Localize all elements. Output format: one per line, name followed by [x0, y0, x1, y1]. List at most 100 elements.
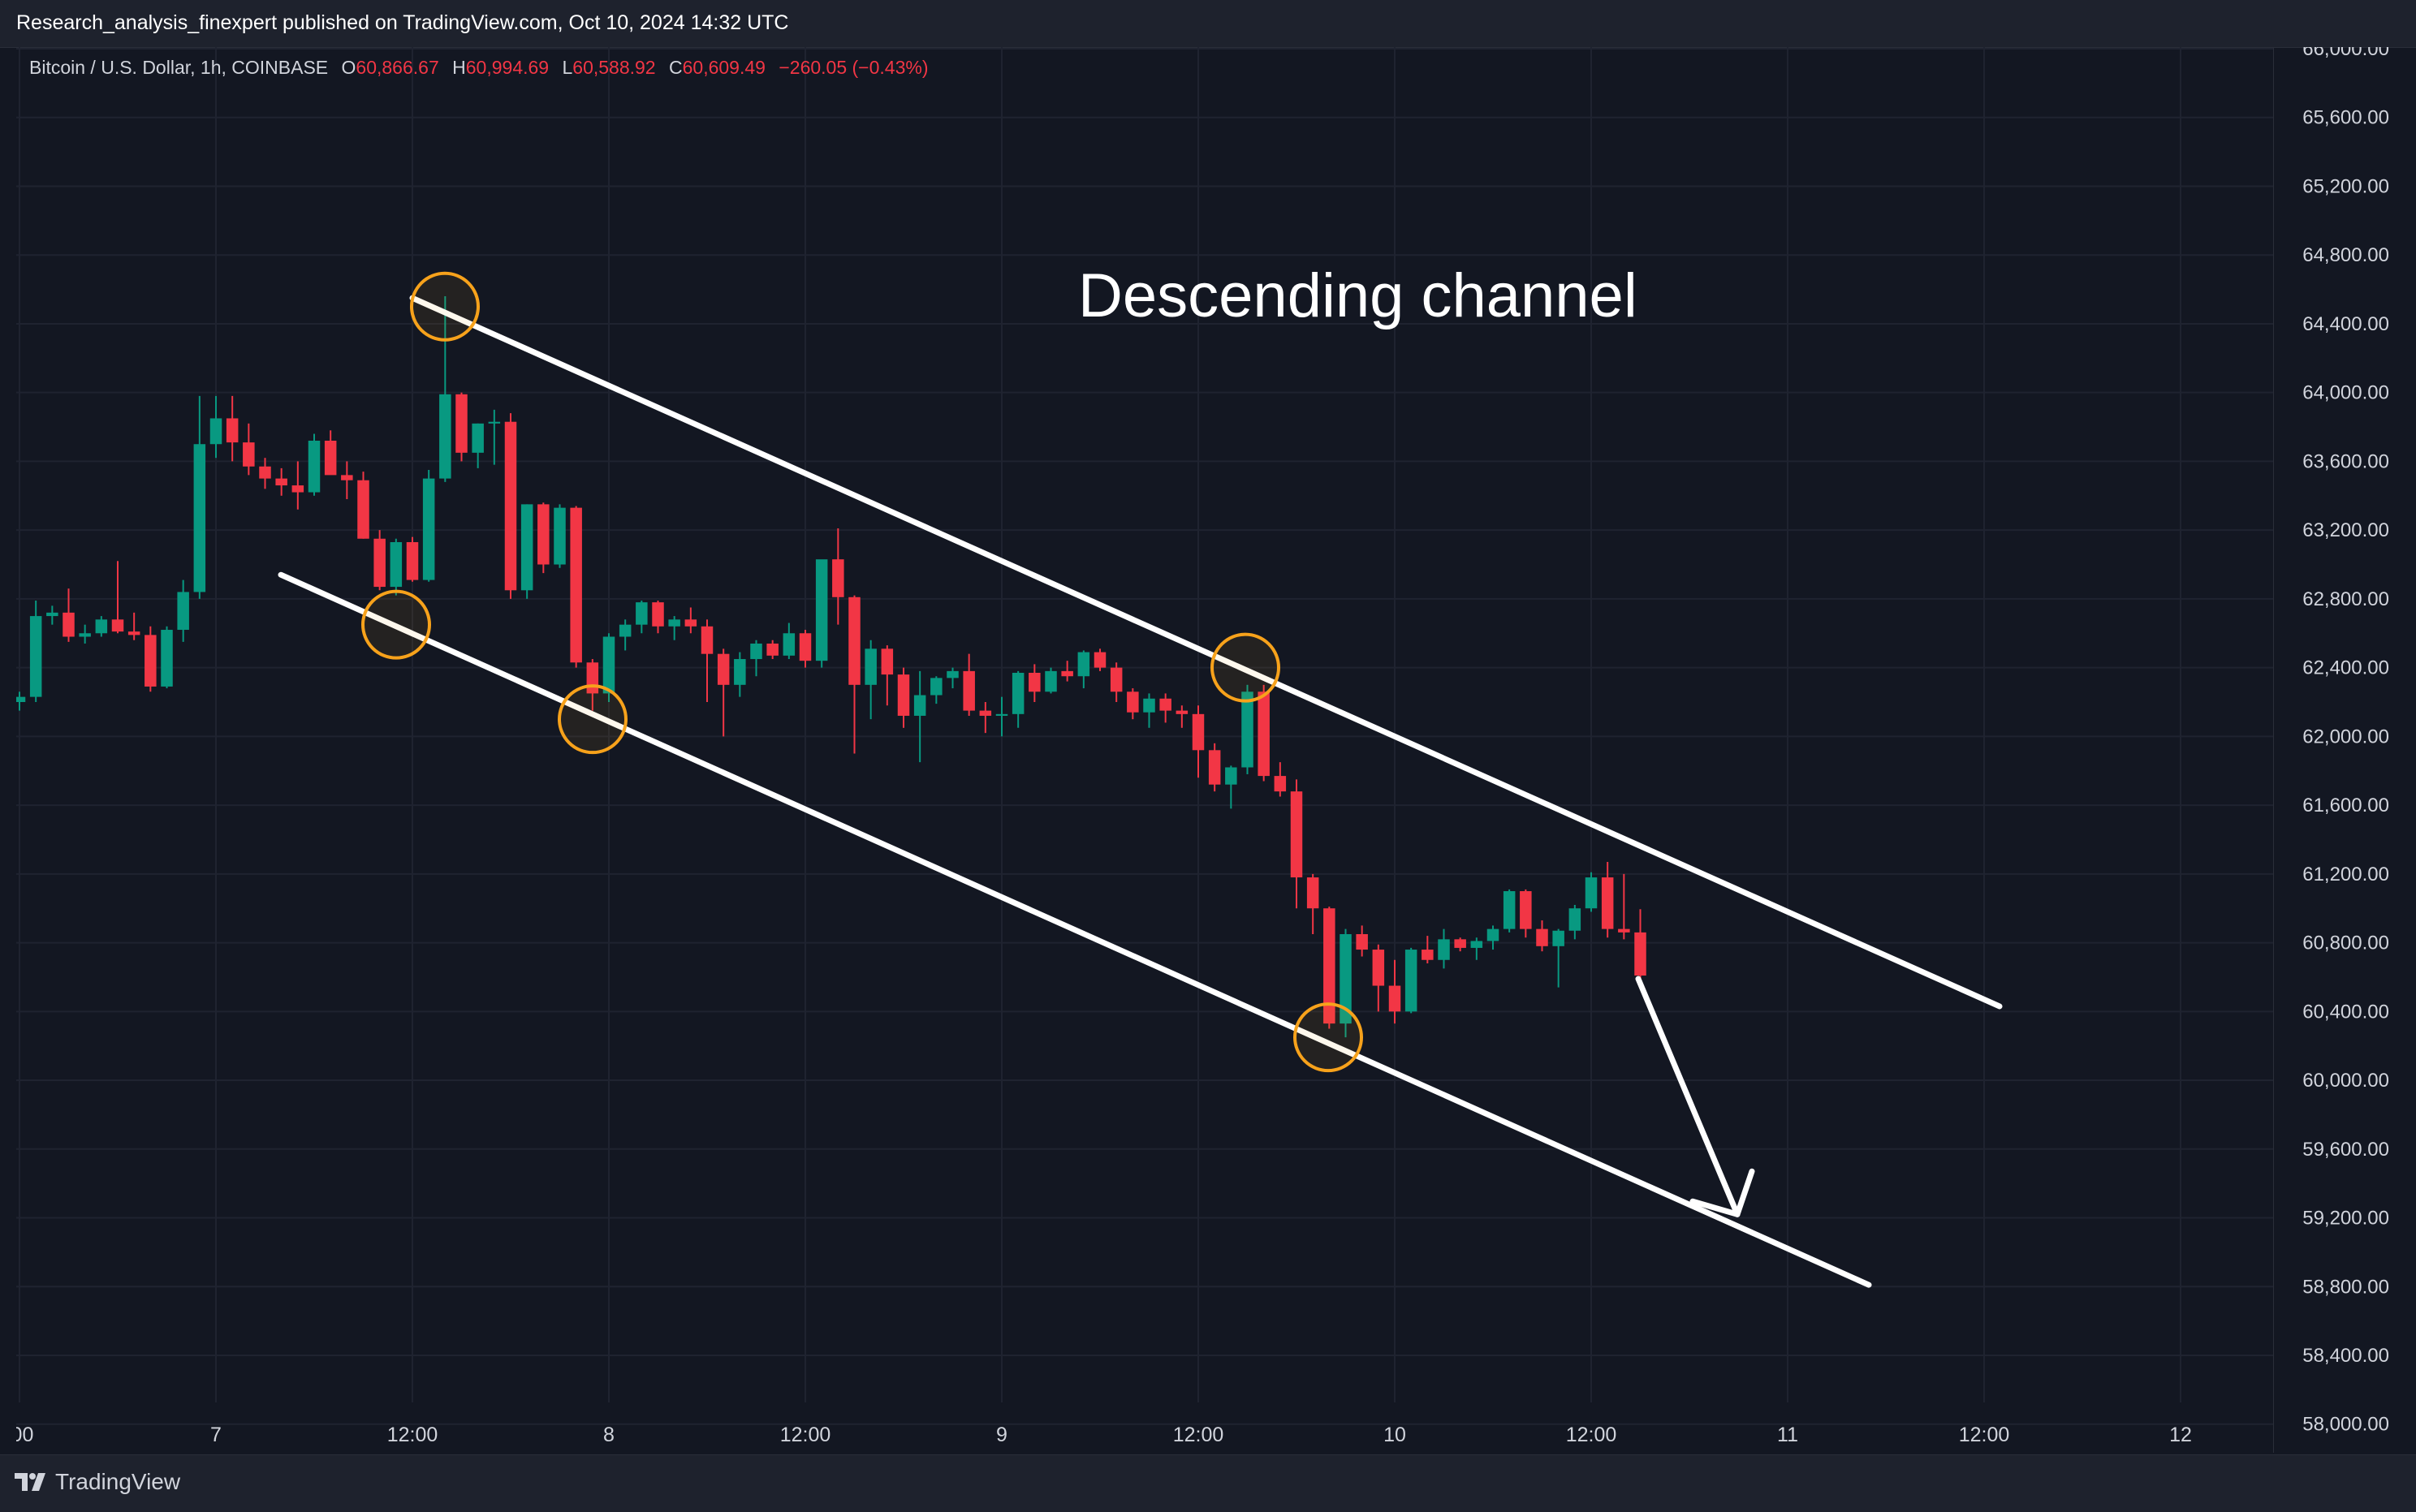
candle	[815, 559, 828, 668]
candle	[1192, 705, 1205, 778]
candle	[1486, 925, 1499, 950]
candle-body	[1290, 791, 1303, 878]
candle-body	[1306, 877, 1319, 909]
candle-body	[127, 631, 140, 635]
candle	[1110, 662, 1123, 702]
candle	[1356, 925, 1368, 957]
legend-low-label: L	[562, 57, 573, 78]
candle-body	[111, 619, 124, 632]
candle	[832, 528, 844, 625]
time-tick-label: 10	[1383, 1424, 1406, 1446]
candle	[161, 626, 173, 689]
candle	[46, 605, 58, 625]
candle	[111, 561, 124, 634]
price-tick-label: 58,800.00	[2302, 1276, 2389, 1298]
candle-body	[46, 612, 58, 617]
candle	[422, 470, 435, 582]
time-tick-label: 12	[2169, 1424, 2192, 1446]
candle	[472, 423, 484, 468]
candle-body	[799, 633, 812, 661]
candle-body	[1438, 939, 1450, 960]
candle	[193, 395, 206, 599]
candle-body	[439, 394, 451, 479]
candle	[308, 433, 321, 496]
candle	[79, 624, 91, 644]
time-tick-label: 8	[603, 1424, 615, 1446]
candle-body	[1258, 691, 1270, 777]
candle	[1422, 936, 1434, 963]
time-tick-label: :00	[16, 1424, 33, 1446]
candle-body	[16, 696, 26, 702]
legend-change-value: −260.05 (−0.43%)	[779, 57, 929, 78]
candle	[406, 536, 419, 582]
candle-body	[766, 643, 779, 656]
candle-body	[226, 418, 239, 443]
chart-area[interactable]: Descending channel :00 7 12:00 8 12:00 9 12:00…	[16, 47, 2273, 1453]
channel-touch-marker	[410, 271, 480, 342]
candle	[701, 619, 714, 702]
price-tick-label: 62,400.00	[2302, 657, 2389, 679]
candle	[1470, 937, 1483, 960]
candle-body	[357, 480, 369, 539]
candle-body	[1404, 950, 1417, 1012]
candle	[95, 616, 108, 637]
candle-body	[1422, 950, 1434, 960]
annotation-descending-channel: Descending channel	[1078, 261, 1637, 330]
candle-body	[1061, 670, 1073, 677]
candle-body	[881, 648, 894, 675]
candle-body	[472, 423, 484, 453]
candle-body	[79, 633, 91, 637]
time-tick-label: 11	[1777, 1424, 1798, 1446]
candle	[1012, 670, 1025, 728]
candle-body	[1356, 933, 1368, 950]
candle	[1061, 661, 1073, 682]
channel-touch-marker	[1293, 1002, 1363, 1073]
time-axis: :00 7 12:00 8 12:00 9 12:00 10 12:00 11 12:00 12	[16, 1424, 2192, 1446]
price-tick-label: 59,200.00	[2302, 1208, 2389, 1230]
channel-touch-marker	[558, 684, 628, 755]
candle-body	[1012, 672, 1025, 714]
candle-body	[243, 442, 255, 467]
candle-body	[668, 619, 680, 627]
candle-body	[1503, 891, 1516, 929]
candle	[1094, 648, 1107, 671]
price-tick-label: 64,400.00	[2302, 313, 2389, 335]
candle-body	[832, 559, 844, 597]
legend-high-value: 60,994.69	[465, 57, 550, 78]
footer-bar: TradingView	[0, 1454, 2416, 1512]
price-axis[interactable]: 58,000.00 58,400.00 58,800.00 59,200.00 59,6…	[2273, 47, 2396, 1453]
candle	[717, 648, 730, 737]
candlestick-chart[interactable]: Descending channel :00 7 12:00 8 12:00 9 12:00…	[16, 47, 2273, 1453]
candle	[1306, 873, 1319, 934]
candle-body	[504, 421, 517, 591]
candle-body	[815, 559, 828, 661]
candle	[1388, 959, 1401, 1024]
candle-body	[865, 648, 877, 685]
candle-body	[930, 678, 943, 696]
candle-body	[1520, 891, 1532, 929]
candle	[881, 645, 894, 706]
candle	[1290, 779, 1303, 909]
candle-body	[455, 394, 468, 453]
channel-upper-line	[409, 295, 2003, 1010]
candle-body	[750, 643, 762, 660]
candle-body	[177, 592, 189, 631]
tradingview-brand[interactable]: TradingView	[15, 1469, 180, 1495]
candle	[947, 667, 959, 689]
price-axis-labels: 58,000.00 58,400.00 58,800.00 59,200.00 59,6…	[2302, 47, 2389, 1436]
candle-body	[1225, 767, 1237, 785]
candle	[145, 626, 157, 692]
price-tick-label: 58,400.00	[2302, 1345, 2389, 1367]
price-tick-label: 61,600.00	[2302, 795, 2389, 816]
candle-body	[963, 670, 975, 711]
candle-body	[1241, 691, 1253, 768]
candle	[226, 395, 239, 462]
candle-body	[373, 538, 386, 588]
candle-body	[913, 695, 926, 716]
candle-body	[734, 659, 746, 685]
candle	[1176, 705, 1189, 728]
candle	[439, 296, 451, 482]
grid-layer	[16, 47, 2273, 1425]
candle	[1404, 947, 1417, 1014]
candle	[1323, 907, 1335, 1029]
